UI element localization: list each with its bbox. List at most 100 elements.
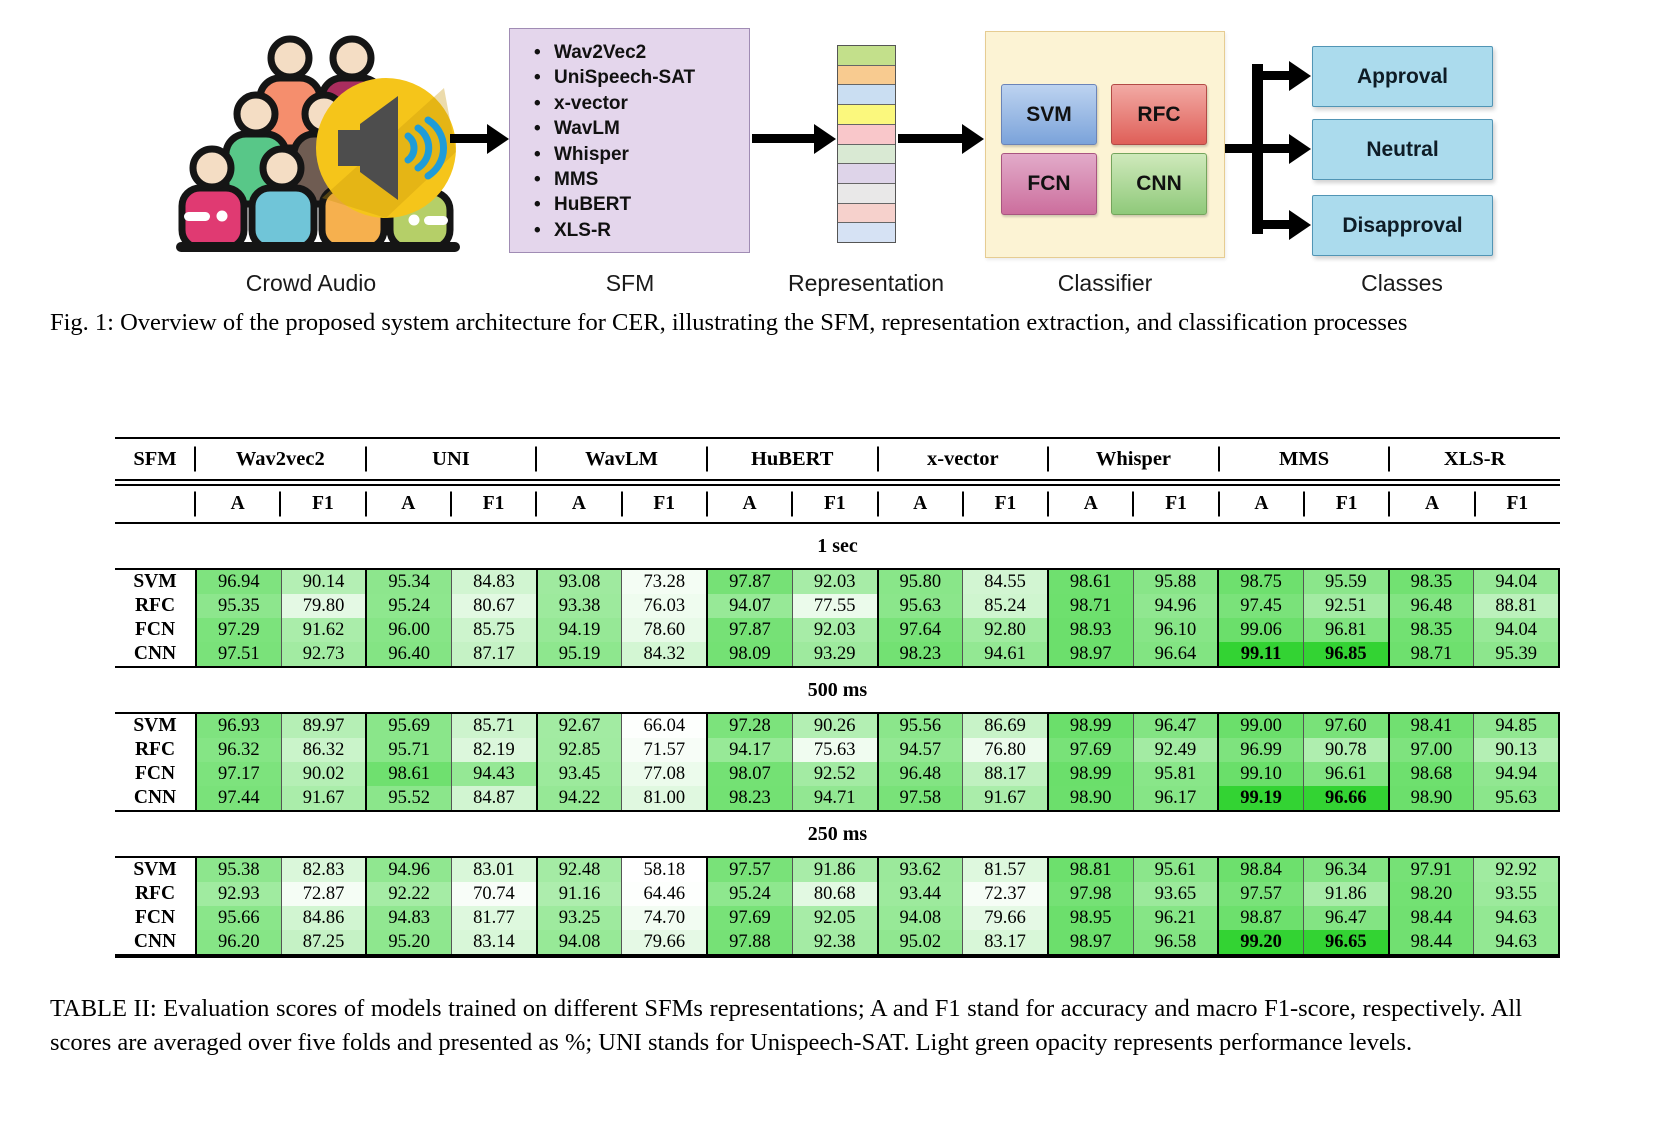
arrow-to-disapproval (1258, 209, 1311, 240)
table-cell: 94.96 (365, 858, 452, 882)
arrow-to-approval (1258, 60, 1311, 91)
table-cell: 81.00 (621, 786, 707, 810)
subheader-f1: F1 (451, 486, 536, 522)
row-label-cnn: CNN (133, 931, 177, 952)
table-cell: 98.93 (1046, 618, 1133, 642)
subheader-a: A (366, 486, 451, 522)
table-cell: 97.57 (706, 858, 792, 882)
sfm-model-item: • Wav2Vec2 (534, 40, 749, 65)
representation-stack (837, 45, 896, 243)
table-cell: 97.87 (706, 570, 792, 594)
table-cell: 94.04 (1473, 618, 1560, 642)
table-cell: 95.71 (365, 738, 452, 762)
table-cell: 77.55 (791, 594, 877, 618)
table-cell: 66.04 (621, 714, 706, 738)
representation-segment (838, 223, 895, 243)
section-label: 250 ms (807, 823, 868, 845)
table-cell: 94.61 (962, 642, 1047, 666)
table-cell: 98.44 (1387, 906, 1474, 930)
table-cell: 96.99 (1217, 738, 1303, 762)
table-cell: 96.21 (1132, 906, 1218, 930)
table-rule (115, 479, 1560, 486)
bullet-icon: • (534, 219, 541, 241)
table-cell: 97.17 (195, 762, 281, 786)
sfm-model-list: • Wav2Vec2 • UniSpeech-SAT • x-vector • WavLM • W… (510, 29, 749, 243)
table-row: SVM 96.93 89.97 95.69 85.71 92.67 66.04 97.28 90… (115, 714, 1560, 738)
table-cell: 96.32 (195, 738, 281, 762)
table-cell: 75.63 (791, 738, 877, 762)
table-cell: 98.61 (365, 762, 452, 786)
subheader-f1: F1 (622, 486, 707, 522)
table-cell: 90.02 (280, 762, 366, 786)
table-cell: 95.63 (1473, 786, 1560, 810)
table-subheader-spacer (115, 486, 195, 522)
sfm-model-label: Whisper (554, 143, 629, 165)
table-cell: 83.17 (962, 930, 1047, 954)
sfm-model-label: x-vector (554, 92, 628, 114)
table-cell: 77.08 (621, 762, 707, 786)
sfm-models-box: • Wav2Vec2 • UniSpeech-SAT • x-vector • WavLM • W… (509, 28, 750, 253)
representation-segment (838, 183, 895, 204)
table-cell: 92.49 (1132, 738, 1218, 762)
table-cell: 95.24 (365, 594, 452, 618)
subheader-f1: F1 (963, 486, 1048, 522)
table-cell: 96.48 (876, 762, 963, 786)
crowd-audio-icon (176, 35, 460, 252)
table-cell: 84.32 (621, 642, 707, 666)
table-row: SVM 95.38 82.83 94.96 83.01 92.48 58.18 97.57 91… (115, 858, 1560, 882)
architecture-diagram: • Wav2Vec2 • UniSpeech-SAT • x-vector • WavLM • W… (0, 0, 1671, 300)
sfm-model-item: • Whisper (534, 142, 749, 167)
table-cell: 76.80 (962, 738, 1047, 762)
table-cell: 95.24 (706, 882, 792, 906)
table-cell: 97.29 (195, 618, 281, 642)
classifier-grid: SVM RFC FCN CNN (1001, 84, 1211, 249)
table-cell: 80.67 (451, 594, 536, 618)
table-cell: 92.93 (195, 882, 281, 906)
table-cell: 97.91 (1387, 858, 1474, 882)
table-cell: 98.84 (1217, 858, 1303, 882)
table-cell: 95.34 (365, 570, 452, 594)
table-cell: 96.10 (1132, 618, 1218, 642)
table-cell: 84.83 (451, 570, 536, 594)
table-rule (115, 810, 1560, 812)
table-cell: 99.11 (1217, 642, 1303, 666)
table-cell: 96.85 (1302, 642, 1388, 666)
sfm-model-item: • HuBERT (534, 192, 749, 217)
arrow-sfm-to-representation (752, 123, 836, 154)
sfm-model-label: WavLM (554, 118, 620, 140)
table-cell: 98.81 (1046, 858, 1133, 882)
subheader-a: A (1219, 486, 1304, 522)
table-cell: 96.81 (1302, 618, 1388, 642)
sfm-model-item: • UniSpeech-SAT (534, 65, 749, 90)
table-cell: 97.00 (1387, 738, 1474, 762)
table-cell: 94.19 (535, 618, 622, 642)
table-cell: 96.94 (195, 570, 281, 594)
table-row: RFC 92.93 72.87 92.22 70.74 91.16 64.46 95.24 80… (115, 882, 1560, 906)
table-cell: 73.28 (621, 570, 707, 594)
bullet-icon: • (534, 42, 541, 63)
row-label-cnn: CNN (133, 643, 177, 664)
representation-segment (838, 124, 895, 145)
group-header-x-vector: x-vector (878, 439, 1049, 479)
table-cell: 98.41 (1387, 714, 1474, 738)
arrow-to-neutral (1258, 133, 1311, 164)
subheader-a: A (536, 486, 621, 522)
table-caption: TABLE II: Evaluation scores of models tr… (50, 995, 1522, 1056)
table-cell: 94.08 (876, 906, 963, 930)
class-box-neutral: Neutral (1312, 119, 1493, 180)
table-cell: 91.86 (791, 858, 877, 882)
group-header-whisper: Whisper (1048, 439, 1219, 479)
table-cell: 99.20 (1217, 930, 1303, 954)
table-rule (115, 712, 1560, 714)
row-label-rfc: RFC (134, 883, 176, 904)
table-cell: 87.17 (451, 642, 536, 666)
row-label-rfc: RFC (134, 595, 176, 616)
table-cell: 95.02 (876, 930, 963, 954)
table-cell: 94.96 (1132, 594, 1218, 618)
table-cell: 82.83 (280, 858, 366, 882)
table-cell: 98.23 (706, 786, 792, 810)
table-cell: 95.38 (195, 858, 281, 882)
representation-segment (838, 46, 895, 66)
table-cell: 92.03 (791, 618, 877, 642)
table-cell: 95.56 (876, 714, 963, 738)
